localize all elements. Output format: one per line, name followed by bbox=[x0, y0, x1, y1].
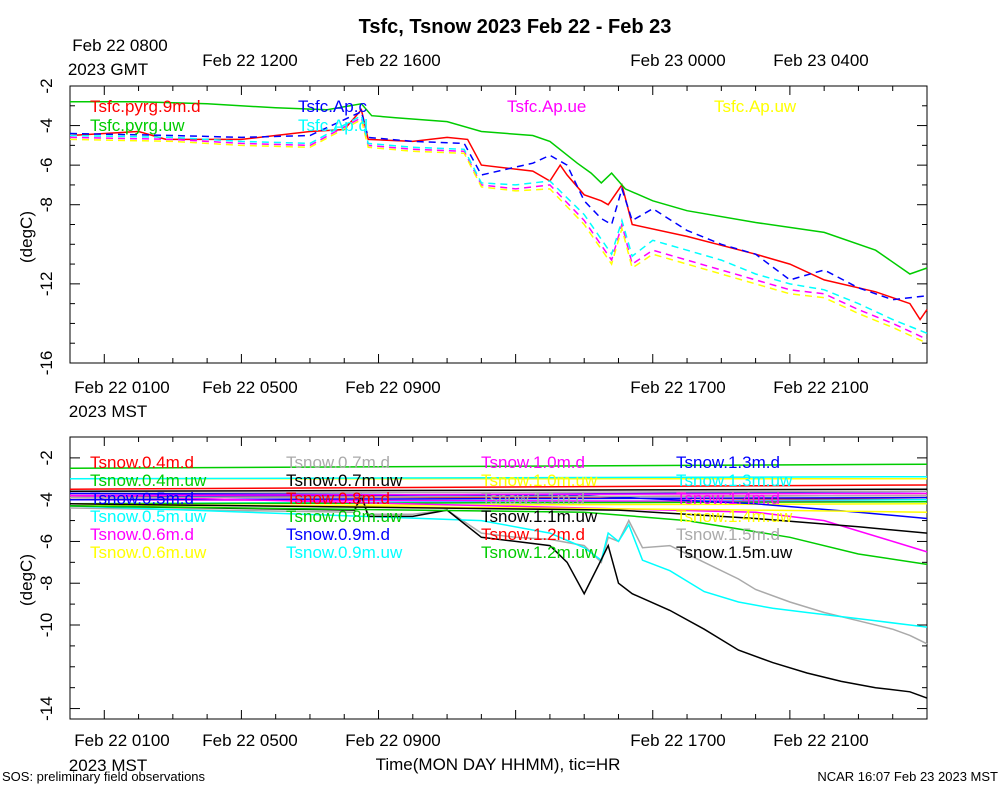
x-axis-title: Time(MON DAY HHMM), tic=HR bbox=[376, 755, 621, 774]
series-line-tsnow-1-5m-uw bbox=[69, 503, 928, 534]
legend-tsnow-0-8m-d: Tsnow.0.8m.d bbox=[286, 489, 390, 508]
bottom-y-tick-label: -2 bbox=[37, 450, 56, 465]
legend-tsnow-0-4m-uw: Tsnow.0.4m.uw bbox=[90, 471, 207, 490]
legend-tsnow-0-5m-uw: Tsnow.0.5m.uw bbox=[90, 507, 207, 526]
legend-tsnow-1-1m-d: Tsnow.1.1m.d bbox=[481, 489, 585, 508]
series-line-tsnow-1-3m-uw bbox=[69, 475, 928, 480]
legend-tsnow-1-3m-uw: Tsnow.1.3m.uw bbox=[676, 471, 793, 490]
legend-tsfc-ap-ue: Tsfc.Ap.ue bbox=[507, 97, 586, 116]
series-line-tsnow-0-7m-uw bbox=[69, 488, 928, 493]
legend-tsnow-1-0m-uw: Tsnow.1.0m.uw bbox=[481, 471, 598, 490]
top-axis-timezone: 2023 GMT bbox=[68, 60, 148, 79]
top-panel-timezone: 2023 MST bbox=[69, 402, 147, 421]
bottom-y-tick-label: -8 bbox=[37, 576, 56, 591]
legend-tsfc-ap-d: Tsfc.Ap.d bbox=[298, 116, 368, 135]
top-panel: Feb 22 0800 Feb 22 1200 Feb 22 1600 Feb … bbox=[17, 36, 928, 421]
top-axis-label-0: Feb 22 0800 bbox=[72, 36, 167, 55]
legend-tsfc-pyrg-9m-d: Tsfc.pyrg.9m.d bbox=[90, 97, 201, 116]
top-panel-bottom-label-1: Feb 22 0500 bbox=[202, 378, 297, 397]
top-axis-label-2: Feb 22 1600 bbox=[345, 51, 440, 70]
series-line-tsnow-1-4m-d bbox=[69, 492, 928, 497]
legend-tsnow-1-0m-d: Tsnow.1.0m.d bbox=[481, 453, 585, 472]
bottom-axis-label-3: Feb 22 1700 bbox=[630, 731, 725, 750]
top-y-tick-label: -4 bbox=[37, 118, 56, 133]
legend-tsnow-0-6m-uw: Tsnow.0.6m.uw bbox=[90, 543, 207, 562]
bottom-legend: Tsnow.0.4m.d Tsnow.0.4m.uw Tsnow.0.5m.d … bbox=[90, 453, 793, 562]
series-line-tsnow-1-0m-d bbox=[69, 494, 928, 553]
bottom-axis-label-2: Feb 22 0900 bbox=[345, 731, 440, 750]
bottom-axis-timezone: 2023 MST bbox=[69, 756, 147, 775]
top-axis-label-4: Feb 23 0400 bbox=[773, 51, 868, 70]
series-line-tsfc-pyrg-9m-d bbox=[69, 108, 928, 321]
top-y-tick-label: -12 bbox=[37, 272, 56, 297]
legend-tsnow-0-7m-uw: Tsnow.0.7m.uw bbox=[286, 471, 403, 490]
bottom-series-lines bbox=[69, 463, 928, 699]
bottom-axis-ticks: -2 -4 -6 -8 -10 -14 bbox=[37, 436, 928, 721]
legend-tsnow-0-9m-d: Tsnow.0.9m.d bbox=[286, 525, 390, 544]
legend-tsfc-ap-uw: Tsfc.Ap.uw bbox=[714, 97, 797, 116]
legend-tsfc-ap-c: Tsfc.Ap.c bbox=[298, 97, 367, 116]
series-line-tsfc-pyrg-uw bbox=[70, 101, 928, 275]
legend-tsnow-1-2m-uw: Tsnow.1.2m.uw bbox=[481, 543, 598, 562]
series-line-tsnow-0-4m-uw bbox=[69, 463, 928, 470]
series-line-tsfc-ap-c bbox=[69, 110, 928, 301]
top-y-tick-label: -6 bbox=[37, 158, 56, 173]
bottom-panel: Feb 22 0100 Feb 22 0500 Feb 22 0900 Feb … bbox=[17, 436, 928, 775]
top-panel-bottom-label-4: Feb 22 2100 bbox=[773, 378, 868, 397]
legend-tsnow-0-6m-d: Tsnow.0.6m.d bbox=[90, 525, 194, 544]
top-axis-label-3: Feb 23 0000 bbox=[630, 51, 725, 70]
bottom-y-tick-label: -14 bbox=[37, 696, 56, 721]
bottom-panel-frame bbox=[69, 436, 928, 720]
top-panel-bottom-label-2: Feb 22 0900 bbox=[345, 378, 440, 397]
legend-tsfc-pyrg-uw: Tsfc.pyrg.uw bbox=[90, 116, 185, 135]
legend-tsnow-0-7m-d: Tsnow.0.7m.d bbox=[286, 453, 390, 472]
top-legend: Tsfc.pyrg.9m.d Tsfc.Ap.c Tsfc.Ap.ue Tsfc… bbox=[90, 97, 797, 135]
footer-right: NCAR 16:07 Feb 23 2023 MST bbox=[817, 769, 998, 784]
footer-left: SOS: preliminary field observations bbox=[2, 769, 206, 784]
top-panel-bottom-label-0: Feb 22 0100 bbox=[74, 378, 169, 397]
top-axis-ticks: -2 -4 -6 -8 -12 -16 bbox=[37, 78, 928, 376]
bottom-y-tick-label: -10 bbox=[37, 613, 56, 638]
top-panel-frame bbox=[69, 85, 928, 364]
top-series-lines bbox=[69, 101, 928, 344]
legend-tsnow-0-9m-uw: Tsnow.0.9m.uw bbox=[286, 543, 403, 562]
bottom-axis-label-1: Feb 22 0500 bbox=[202, 731, 297, 750]
legend-tsnow-1-4m-uw: Tsnow.1.4m.uw bbox=[676, 507, 793, 526]
series-line-tsnow-1-5m-d bbox=[69, 494, 928, 499]
legend-tsnow-1-3m-d: Tsnow.1.3m.d bbox=[676, 453, 780, 472]
top-y-tick-label: -16 bbox=[37, 351, 56, 376]
top-y-tick-label: -2 bbox=[37, 78, 56, 93]
legend-tsnow-0-5m-d: Tsnow.0.5m.d bbox=[90, 489, 194, 508]
legend-tsnow-1-5m-uw: Tsnow.1.5m.uw bbox=[676, 543, 793, 562]
series-line-tsnow-0-8m-uw bbox=[69, 501, 928, 505]
chart-title: Tsfc, Tsnow 2023 Feb 22 - Feb 23 bbox=[359, 16, 672, 38]
legend-tsnow-1-5m-d: Tsnow.1.5m.d bbox=[676, 525, 780, 544]
top-axis-label-1: Feb 22 1200 bbox=[202, 51, 297, 70]
legend-tsnow-0-8m-uw: Tsnow.0.8m.uw bbox=[286, 507, 403, 526]
top-panel-bottom-label-3: Feb 22 1700 bbox=[630, 378, 725, 397]
series-line-tsfc-ap-uw bbox=[69, 118, 928, 344]
bottom-axis-label-0: Feb 22 0100 bbox=[74, 731, 169, 750]
bottom-y-tick-label: -4 bbox=[37, 492, 56, 507]
top-y-tick-label: -8 bbox=[37, 197, 56, 212]
series-line-tsfc-ap-d bbox=[69, 114, 928, 334]
legend-tsnow-1-2m-d: Tsnow.1.2m.d bbox=[481, 525, 585, 544]
series-line-tsnow-1-1m-d bbox=[69, 490, 928, 495]
legend-tsnow-1-4m-d: Tsnow.1.4m.d bbox=[676, 489, 780, 508]
series-line-tsnow-1-1m-uw bbox=[69, 493, 928, 699]
top-ylabel: (degC) bbox=[17, 211, 36, 263]
legend-tsnow-1-1m-uw: Tsnow.1.1m.uw bbox=[481, 507, 598, 526]
bottom-ylabel: (degC) bbox=[17, 554, 36, 606]
series-line-tsnow-1-2m-d bbox=[69, 484, 928, 490]
series-line-tsfc-ap-ue bbox=[69, 116, 928, 340]
legend-tsnow-0-4m-d: Tsnow.0.4m.d bbox=[90, 453, 194, 472]
bottom-y-tick-label: -6 bbox=[37, 534, 56, 549]
bottom-axis-label-4: Feb 22 2100 bbox=[773, 731, 868, 750]
series-line-tsnow-1-2m-uw bbox=[69, 505, 928, 566]
series-line-tsnow-0-9m-uw bbox=[69, 505, 928, 628]
